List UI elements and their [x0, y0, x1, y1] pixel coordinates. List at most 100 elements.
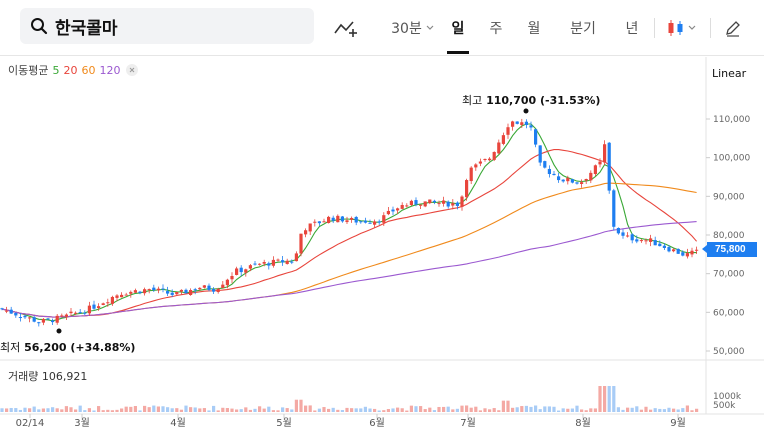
- volume-bar: [327, 408, 331, 412]
- volume-bar: [538, 409, 542, 412]
- candle-body: [419, 204, 423, 206]
- candle-body: [639, 240, 643, 242]
- volume-bar: [515, 407, 519, 412]
- volume-bar: [207, 410, 211, 412]
- candle-body: [143, 289, 147, 294]
- ma-120-label: 120: [99, 63, 121, 77]
- candle-body: [377, 221, 381, 223]
- interval-dropdown[interactable]: 30분: [390, 0, 436, 56]
- volume-bar: [405, 410, 409, 412]
- candle-body: [455, 202, 459, 206]
- volume-bar: [446, 406, 450, 412]
- tab-month[interactable]: 월: [527, 21, 541, 37]
- candle-body: [584, 178, 588, 181]
- candle-body: [593, 165, 597, 175]
- x-tick-label: 5월: [276, 417, 292, 429]
- candle-body: [9, 309, 13, 314]
- candle-body: [423, 201, 427, 207]
- candle-body: [607, 142, 611, 191]
- volume-bar: [189, 407, 193, 412]
- chevron-down-icon: [426, 25, 434, 30]
- candle-body: [497, 142, 501, 154]
- candle-body: [248, 265, 252, 269]
- tab-year[interactable]: 년: [625, 21, 639, 37]
- candle-body: [87, 305, 91, 314]
- volume-bar: [391, 408, 395, 412]
- volume-bar: [179, 409, 183, 412]
- volume-bar: [51, 407, 55, 412]
- high-marker: [523, 108, 529, 114]
- tab-day[interactable]: 일: [446, 0, 470, 56]
- scale-type-toggle[interactable]: Linear: [712, 67, 747, 80]
- candle-body: [170, 292, 174, 295]
- tab-week[interactable]: 주: [489, 21, 503, 37]
- volume-bar: [612, 386, 616, 412]
- candle-body: [212, 289, 216, 292]
- volume-bar: [465, 405, 469, 412]
- volume-bar: [9, 407, 13, 412]
- volume-bar: [74, 409, 78, 412]
- candle-body: [317, 221, 321, 224]
- ma-120-line: [1, 221, 697, 318]
- volume-bar: [616, 407, 620, 412]
- volume-bar: [143, 405, 147, 412]
- candlestick-icon: [668, 20, 683, 36]
- tab-quarter[interactable]: 분기: [570, 21, 596, 37]
- volume-bar: [290, 409, 294, 412]
- candle-body: [262, 262, 266, 264]
- candle-body: [616, 227, 620, 234]
- candle-body: [658, 243, 662, 247]
- volume-bar: [78, 405, 82, 412]
- candle-body: [37, 322, 41, 324]
- volume-bar: [253, 408, 257, 412]
- x-tick-label: 7월: [460, 417, 476, 429]
- ma-legend-title: 이동평균: [8, 64, 49, 77]
- candle-body: [331, 217, 335, 221]
- price-chart[interactable]: 110,000100,00090,00080,00070,00060,00050…: [0, 57, 764, 433]
- volume-bar: [639, 409, 643, 412]
- candle-body: [92, 304, 96, 309]
- candle-body: [110, 296, 114, 304]
- volume-bar: [331, 407, 335, 412]
- volume-bar: [359, 408, 363, 412]
- chart-style-dropdown[interactable]: [662, 0, 702, 56]
- candle-body: [442, 200, 446, 204]
- candle-body: [175, 292, 179, 295]
- search-icon: [31, 18, 48, 35]
- volume-bar: [193, 407, 197, 412]
- candle-body: [285, 260, 289, 264]
- volume-tick-label: 500k: [713, 401, 736, 411]
- candle-body: [566, 177, 570, 182]
- candle-body: [189, 290, 193, 296]
- volume-bar: [313, 410, 317, 412]
- drawing-button[interactable]: [720, 0, 746, 56]
- ma-20-label: 20: [63, 63, 78, 77]
- candle-body: [409, 200, 413, 205]
- volume-bar: [202, 408, 206, 412]
- toolbar-divider: [654, 18, 655, 38]
- candle-body: [368, 222, 372, 224]
- volume-bar: [230, 408, 234, 412]
- volume-bar: [428, 407, 432, 412]
- candle-body: [345, 220, 349, 223]
- close-icon[interactable]: [126, 64, 139, 76]
- volume-bar: [593, 408, 597, 412]
- candle-body: [308, 223, 312, 232]
- search-input[interactable]: 한국콜마: [20, 8, 314, 44]
- candle-body: [281, 260, 285, 263]
- volume-bar: [106, 409, 110, 412]
- volume-bar: [225, 408, 229, 412]
- volume-bar: [497, 410, 501, 412]
- volume-bar: [212, 405, 216, 412]
- volume-bar: [455, 408, 459, 412]
- candle-body: [340, 216, 344, 222]
- add-indicator-button[interactable]: [330, 0, 362, 56]
- volume-bar: [124, 406, 128, 412]
- volume-bar: [244, 407, 248, 412]
- toolbar-divider: [710, 18, 711, 38]
- volume-bar: [304, 405, 308, 412]
- volume-bar: [598, 386, 602, 412]
- candle-body: [405, 205, 409, 207]
- high-value: 110,700 (-31.53%): [486, 94, 601, 107]
- volume-bar: [432, 410, 436, 412]
